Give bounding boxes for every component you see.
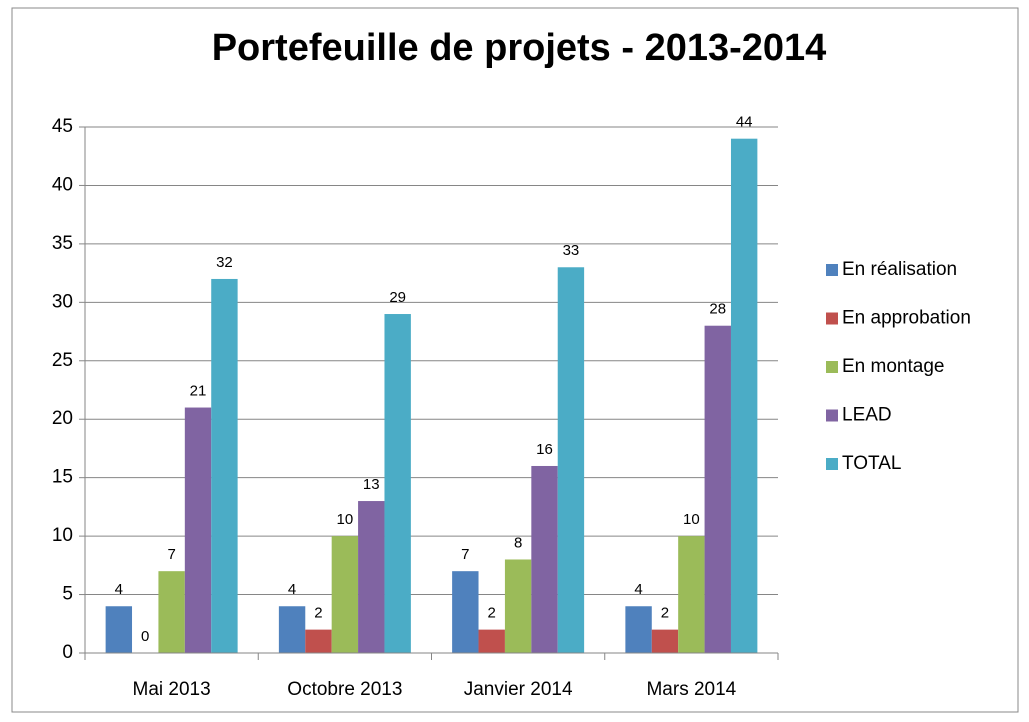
legend-label: LEAD: [842, 405, 892, 426]
bar: [678, 536, 705, 653]
y-tick-label: 5: [62, 584, 73, 605]
bar: [278, 606, 306, 653]
value-label: 4: [115, 581, 123, 598]
y-tick-label: 30: [52, 291, 73, 312]
value-label: 13: [363, 476, 380, 493]
bar: [730, 138, 758, 653]
legend-swatch: [826, 409, 838, 422]
y-tick-label: 25: [52, 350, 73, 371]
legend-swatch: [826, 361, 838, 373]
value-label: 29: [389, 289, 406, 306]
bar: [211, 278, 238, 653]
bar: [704, 325, 731, 653]
value-label: 2: [661, 605, 669, 622]
bar: [105, 606, 133, 653]
bar: [557, 267, 585, 653]
bar: [384, 314, 411, 653]
y-tick-label: 15: [52, 467, 73, 488]
y-tick-label: 20: [52, 408, 73, 429]
legend-label: En approbation: [842, 308, 971, 329]
value-label: 44: [736, 114, 753, 131]
bar: [452, 571, 479, 653]
value-label: 0: [141, 628, 149, 645]
value-label: 7: [167, 546, 175, 563]
legend-swatch: [826, 312, 838, 325]
bar: [504, 559, 532, 653]
x-tick-label: Mars 2014: [646, 679, 736, 700]
y-tick-label: 10: [52, 525, 73, 546]
bar: [531, 465, 558, 653]
value-label: 32: [216, 254, 233, 271]
bar: [478, 629, 505, 653]
x-tick-label: Janvier 2014: [464, 679, 573, 700]
legend-swatch: [826, 264, 838, 276]
y-tick-label: 40: [52, 174, 73, 195]
legend-label: En réalisation: [842, 259, 957, 280]
y-tick-label: 35: [52, 233, 73, 254]
value-label: 21: [190, 383, 207, 400]
legend-swatch: [826, 458, 838, 470]
value-label: 10: [683, 511, 700, 528]
bar: [305, 629, 332, 653]
legend-label: TOTAL: [842, 453, 901, 474]
x-tick-label: Octobre 2013: [287, 679, 402, 700]
value-label: 10: [337, 511, 354, 528]
value-label: 4: [634, 581, 642, 598]
bar: [651, 629, 679, 653]
x-tick-label: Mai 2013: [133, 679, 211, 700]
y-tick-label: 0: [62, 642, 73, 663]
legend-label: En montage: [842, 356, 944, 377]
value-label: 2: [314, 605, 322, 622]
value-label: 4: [288, 581, 296, 598]
bar: [625, 606, 652, 653]
chart-title: Portefeuille de projets - 2013-2014: [212, 27, 827, 69]
bar: [358, 501, 385, 653]
value-label: 7: [461, 546, 469, 563]
bar: [184, 407, 212, 653]
value-label: 2: [488, 605, 496, 622]
y-tick-label: 45: [52, 116, 73, 137]
value-label: 8: [514, 534, 522, 551]
value-label: 16: [536, 441, 553, 458]
bar: [331, 536, 359, 653]
value-label: 28: [709, 301, 726, 318]
bar: [158, 571, 185, 653]
value-label: 33: [563, 242, 580, 259]
